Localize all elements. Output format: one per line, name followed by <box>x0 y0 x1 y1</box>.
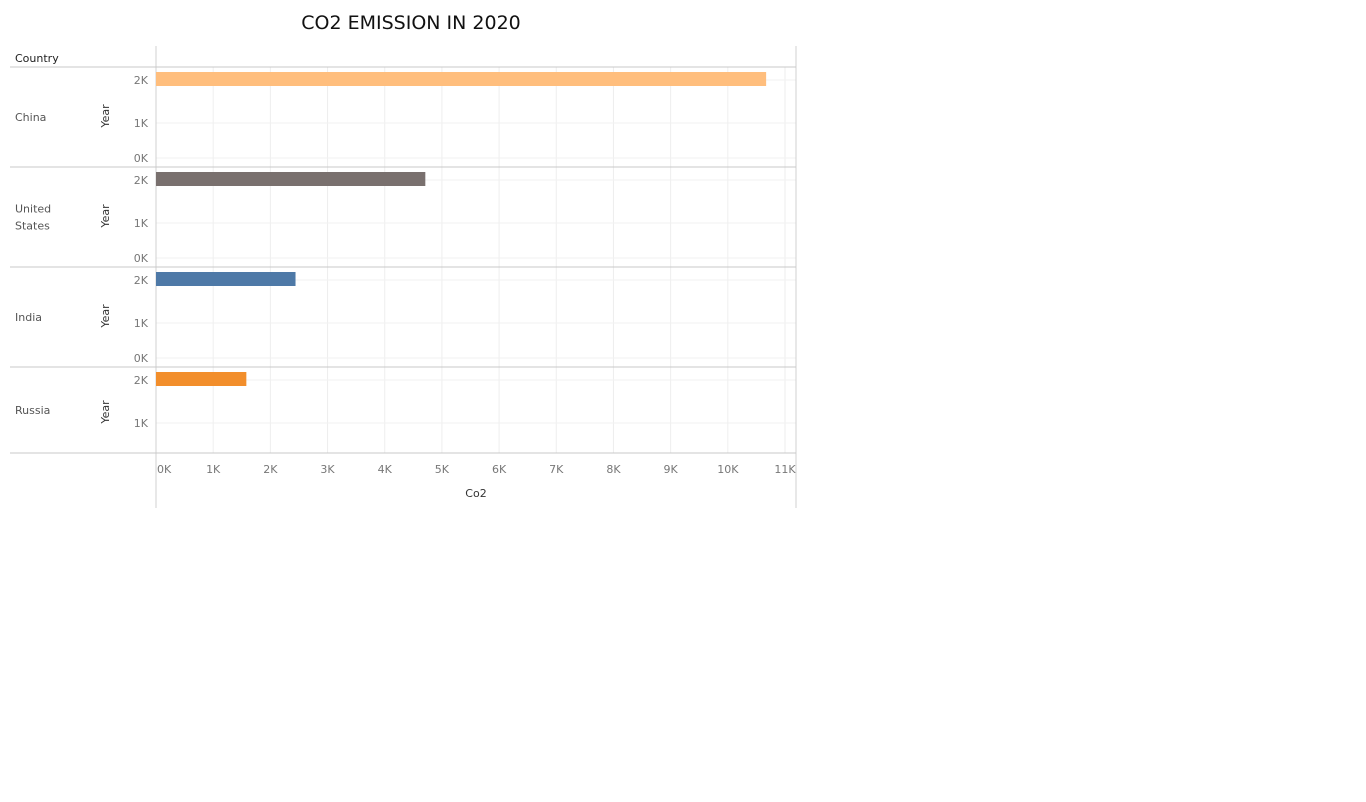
y-tick-label: 1K <box>134 417 149 430</box>
country-label: United <box>15 203 51 216</box>
y-tick-label: 1K <box>134 117 149 130</box>
x-tick-label: 0K <box>157 463 172 476</box>
y-tick-label: 2K <box>134 274 149 287</box>
x-tick-label: 5K <box>435 463 450 476</box>
bar-china <box>156 72 767 86</box>
row-header-label: Country <box>15 52 59 65</box>
country-label: Russia <box>15 404 50 417</box>
x-tick-label: 1K <box>206 463 221 476</box>
bar-russia <box>156 372 247 386</box>
country-label: States <box>15 220 50 233</box>
x-tick-label: 10K <box>717 463 739 476</box>
facet-axis-label: Year <box>99 104 112 129</box>
facet-axis-label: Year <box>99 400 112 425</box>
y-tick-label: 1K <box>134 317 149 330</box>
x-tick-label: 4K <box>378 463 393 476</box>
country-label: China <box>15 111 46 124</box>
x-tick-label: 3K <box>320 463 335 476</box>
country-label: India <box>15 311 42 324</box>
y-tick-label: 1K <box>134 217 149 230</box>
y-tick-label: 0K <box>134 152 149 165</box>
x-tick-label: 11K <box>774 463 796 476</box>
facet-axis-label: Year <box>99 304 112 329</box>
x-tick-label: 2K <box>263 463 278 476</box>
bar-united-states <box>156 172 426 186</box>
x-axis-label: Co2 <box>465 487 486 500</box>
y-tick-label: 2K <box>134 174 149 187</box>
chart-title: CO2 EMISSION IN 2020 <box>301 12 521 34</box>
y-tick-label: 2K <box>134 74 149 87</box>
y-tick-label: 0K <box>134 352 149 365</box>
x-tick-label: 9K <box>664 463 679 476</box>
y-tick-label: 2K <box>134 374 149 387</box>
x-tick-label: 6K <box>492 463 507 476</box>
bar-india <box>156 272 296 286</box>
y-tick-label: 0K <box>134 252 149 265</box>
x-tick-label: 7K <box>549 463 564 476</box>
facet-axis-label: Year <box>99 204 112 229</box>
x-tick-label: 8K <box>606 463 621 476</box>
